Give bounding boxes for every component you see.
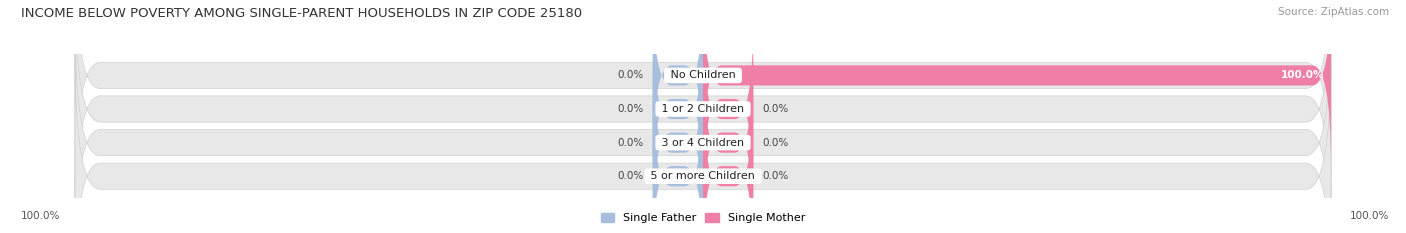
FancyBboxPatch shape <box>652 86 703 233</box>
Text: No Children: No Children <box>666 70 740 80</box>
Text: 0.0%: 0.0% <box>762 138 789 148</box>
FancyBboxPatch shape <box>75 55 1331 233</box>
FancyBboxPatch shape <box>703 52 754 233</box>
Text: 0.0%: 0.0% <box>617 104 644 114</box>
FancyBboxPatch shape <box>703 86 754 233</box>
Text: 1 or 2 Children: 1 or 2 Children <box>658 104 748 114</box>
Text: 0.0%: 0.0% <box>617 171 644 181</box>
Text: 3 or 4 Children: 3 or 4 Children <box>658 138 748 148</box>
Legend: Single Father, Single Mother: Single Father, Single Mother <box>596 208 810 227</box>
Text: Source: ZipAtlas.com: Source: ZipAtlas.com <box>1278 7 1389 17</box>
FancyBboxPatch shape <box>703 18 754 200</box>
Text: 0.0%: 0.0% <box>617 70 644 80</box>
Text: INCOME BELOW POVERTY AMONG SINGLE-PARENT HOUSEHOLDS IN ZIP CODE 25180: INCOME BELOW POVERTY AMONG SINGLE-PARENT… <box>21 7 582 20</box>
Text: 100.0%: 100.0% <box>1281 70 1324 80</box>
FancyBboxPatch shape <box>75 0 1331 230</box>
Text: 0.0%: 0.0% <box>762 171 789 181</box>
Text: 0.0%: 0.0% <box>617 138 644 148</box>
FancyBboxPatch shape <box>75 21 1331 233</box>
Text: 100.0%: 100.0% <box>21 211 60 221</box>
Text: 100.0%: 100.0% <box>1350 211 1389 221</box>
FancyBboxPatch shape <box>652 52 703 233</box>
Text: 5 or more Children: 5 or more Children <box>647 171 759 181</box>
FancyBboxPatch shape <box>652 18 703 200</box>
Text: 0.0%: 0.0% <box>762 104 789 114</box>
FancyBboxPatch shape <box>75 0 1331 197</box>
FancyBboxPatch shape <box>652 0 703 166</box>
FancyBboxPatch shape <box>703 0 1331 166</box>
